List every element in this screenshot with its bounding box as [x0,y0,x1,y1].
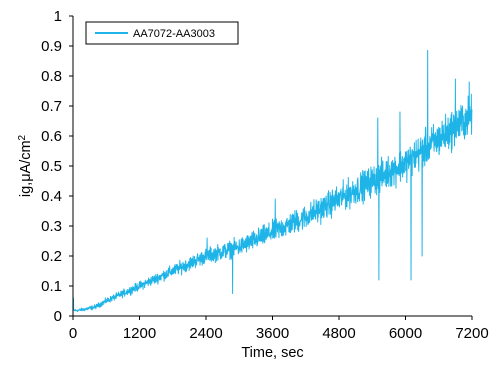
series-layer [72,50,473,313]
y-tick-label: 0.9 [41,38,62,55]
x-tick-label: 3600 [256,325,289,342]
x-tick-label: 6000 [389,325,422,342]
y-axis-title-base: ig,μA/cm [18,140,34,197]
legend-label: AA7072-AA3003 [133,28,215,40]
x-tick-label: 4800 [322,325,355,342]
x-tick-label: 2400 [189,325,222,342]
x-tick-label: 1200 [123,325,156,342]
y-tick-label: 0.6 [41,128,62,145]
y-axis-title-superscript: 2 [17,134,28,140]
x-tick-label: 0 [69,325,77,342]
series-line-aa7072-aa3003 [72,50,473,313]
legend-box [85,21,239,45]
y-tick-label: 0 [54,308,62,325]
x-axis-ticks: 0 1200 2400 3600 4800 6000 7200 [69,316,489,342]
y-tick-label: 0.8 [41,68,62,85]
y-tick-label: 1 [54,8,62,25]
y-tick-label: 0.2 [41,248,62,265]
x-tick-label: 7200 [455,325,488,342]
y-tick-label: 0.1 [41,278,62,295]
x-axis-title: Time, sec [241,345,303,361]
y-axis-ticks: 0 0.1 0.2 0.3 0.4 0.5 0.6 0.7 0.8 0.9 1 [41,8,73,325]
y-tick-label: 0.3 [41,218,62,235]
legend: AA7072-AA3003 [85,21,239,45]
y-tick-label: 0.4 [41,188,62,205]
y-tick-label: 0.5 [41,158,62,175]
y-tick-label: 0.7 [41,98,62,115]
y-axis-title: ig,μA/cm2 [17,134,34,197]
